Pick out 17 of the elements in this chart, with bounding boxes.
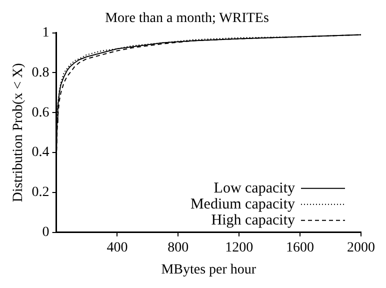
- x-tick-label: 1200: [225, 240, 254, 256]
- y-tick-label: 0: [42, 225, 50, 240]
- y-tick-label: 0.2: [32, 185, 50, 200]
- chart-title: More than a month; WRITEs: [105, 11, 269, 26]
- x-axis-title: MBytes per hour: [161, 262, 256, 278]
- x-tick-label: 800: [168, 240, 189, 256]
- y-tick-label: 0.8: [32, 65, 50, 80]
- y-tick-label: 1: [42, 25, 50, 40]
- x-tick-label: 2000: [347, 240, 375, 256]
- legend-label: Low capacity: [214, 180, 296, 196]
- legend-label: Medium capacity: [190, 196, 296, 212]
- y-tick-label: 0.4: [32, 145, 50, 160]
- x-tick-label: 400: [106, 240, 128, 256]
- y-tick-label: 0.6: [32, 105, 50, 120]
- y-axis-title: Distribution Prob(x < X): [11, 62, 26, 202]
- legend-label: High capacity: [211, 212, 296, 228]
- x-tick-label: 1600: [286, 240, 314, 256]
